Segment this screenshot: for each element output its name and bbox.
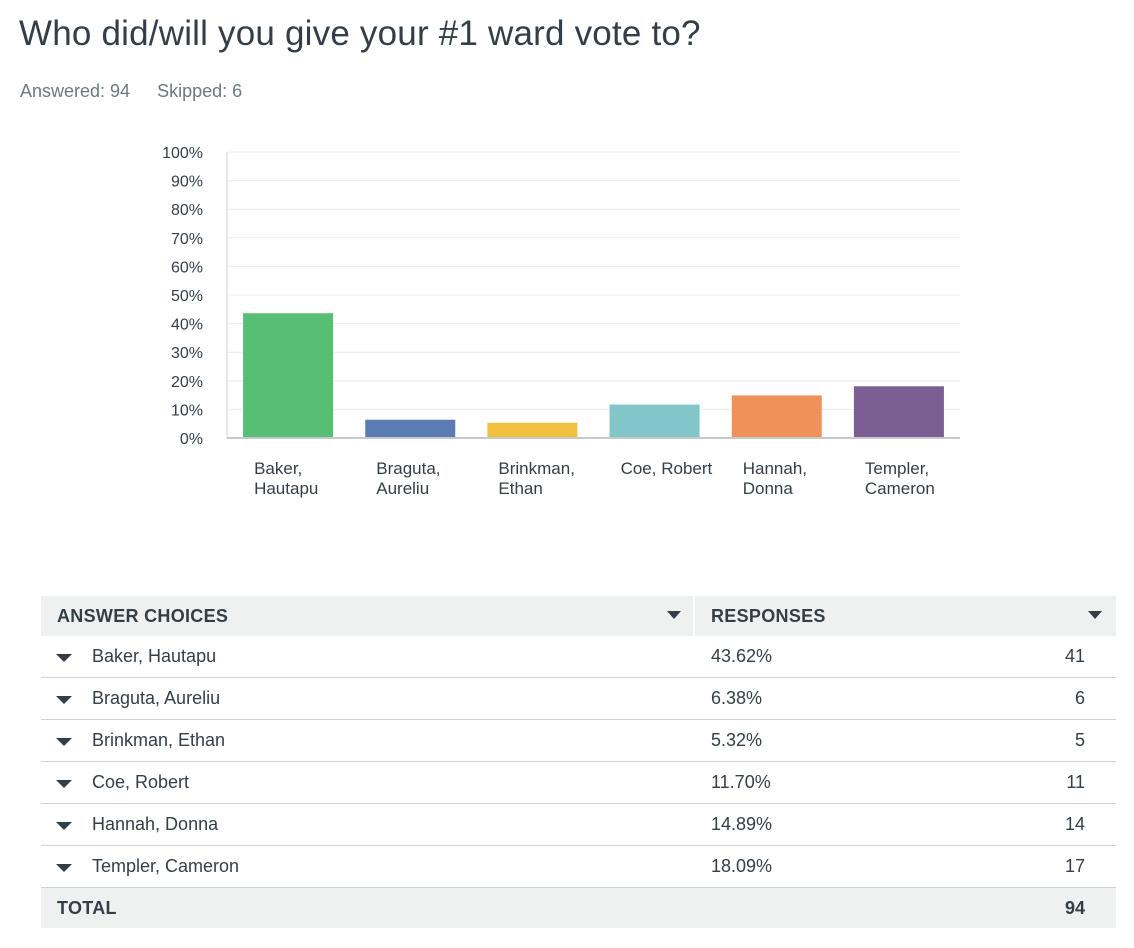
responses-header[interactable]: RESPONSES: [695, 596, 1116, 636]
x-tick-label-line: Donna: [743, 479, 794, 498]
x-tick-label-line: Aureliu: [376, 479, 429, 498]
bar: [487, 422, 578, 438]
answer-choice: Coe, Robert: [41, 772, 697, 793]
response-count: 14: [1064, 814, 1085, 834]
response-stats: Answered: 94 Skipped: 6: [20, 81, 264, 102]
table-row: Baker, Hautapu 43.62% 41: [41, 636, 1116, 678]
x-tick-label: Coe, Robert: [621, 459, 713, 478]
expand-caret-down-icon[interactable]: [56, 653, 72, 662]
x-tick-label: Brinkman, Ethan: [498, 459, 575, 498]
expand-caret-down-icon[interactable]: [56, 779, 72, 788]
table-row: Braguta, Aureliu 6.38% 6: [41, 678, 1116, 720]
x-tick-label-line: Hannah,: [743, 459, 807, 478]
x-tick-label-line: Hautapu: [254, 479, 318, 498]
y-tick-label: 20%: [171, 374, 203, 391]
response-count: 5: [1074, 730, 1085, 750]
expand-caret-down-icon[interactable]: [56, 863, 72, 872]
table-row: Coe, Robert 11.70% 11: [41, 762, 1116, 804]
y-tick-label: 30%: [171, 345, 203, 362]
x-tick-label-line: Cameron: [865, 479, 935, 498]
response-percent: 11.70%: [711, 772, 771, 792]
expand-caret-down-icon[interactable]: [56, 695, 72, 704]
answer-choice-label: Templer, Cameron: [92, 856, 240, 876]
response-percent: 5.32%: [711, 730, 763, 750]
answer-choice-label: Baker, Hautapu: [92, 646, 217, 666]
response-count: 17: [1064, 856, 1085, 876]
y-tick-label: 50%: [171, 288, 203, 305]
y-tick-label: 40%: [171, 317, 203, 334]
bar: [731, 395, 822, 438]
x-tick-label: Braguta, Aureliu: [376, 459, 440, 498]
answer-choices-label: ANSWER CHOICES: [57, 605, 229, 626]
x-tick-label: Templer, Cameron: [865, 459, 935, 498]
total-label: TOTAL: [57, 897, 117, 918]
x-tick-label-line: Braguta,: [376, 459, 440, 478]
y-tick-label: 0%: [180, 431, 203, 448]
table-row: Brinkman, Ethan 5.32% 5: [41, 720, 1116, 762]
response-percent: 18.09%: [711, 856, 773, 876]
table-body: Baker, Hautapu 43.62% 41 Braguta, Aureliu 6.…: [41, 636, 1116, 888]
response-percent: 14.89%: [711, 814, 773, 834]
bar-chart: 0%10%20%30%40%50%60%70%80%90%100%Baker, H…: [162, 145, 960, 498]
responses-label: RESPONSES: [711, 605, 826, 626]
bar: [243, 313, 334, 438]
question-title: Who did/will you give your #1 ward vote …: [19, 14, 701, 53]
answer-choice-label: Coe, Robert: [92, 772, 190, 792]
y-tick-label: 60%: [171, 259, 203, 276]
response-percent: 43.62%: [711, 646, 773, 666]
bar: [609, 404, 700, 438]
expand-caret-down-icon[interactable]: [56, 737, 72, 746]
answer-choice: Hannah, Donna: [41, 814, 697, 835]
answered-count: Answered: 94: [20, 81, 131, 101]
sort-caret-down-icon[interactable]: [1088, 611, 1102, 619]
sort-caret-down-icon[interactable]: [667, 611, 681, 619]
response-count: 41: [1064, 646, 1085, 666]
y-tick-label: 100%: [162, 145, 203, 162]
x-tick-label: Hannah, Donna: [743, 459, 807, 498]
table-header: ANSWER CHOICES RESPONSES: [41, 596, 1116, 636]
y-tick-label: 70%: [171, 231, 203, 248]
response-count: 11: [1066, 772, 1085, 792]
bar: [365, 419, 456, 438]
table-row: Hannah, Donna 14.89% 14: [41, 804, 1116, 846]
x-tick-label: Baker, Hautapu: [254, 459, 318, 498]
responses-table: ANSWER CHOICES RESPONSES Baker, Hautapu 4…: [41, 596, 1116, 928]
y-tick-label: 80%: [171, 202, 203, 219]
table-row: Templer, Cameron 18.09% 17: [41, 846, 1116, 888]
x-tick-label-line: Templer,: [865, 459, 929, 478]
x-tick-label-line: Brinkman,: [498, 459, 575, 478]
expand-caret-down-icon[interactable]: [56, 821, 72, 830]
total-value: 94: [1064, 897, 1085, 918]
table-total-row: TOTAL 94: [41, 888, 1116, 928]
bar: [853, 386, 944, 438]
answer-choice-label: Hannah, Donna: [92, 814, 219, 834]
response-count: 6: [1074, 688, 1085, 708]
answer-choice-label: Braguta, Aureliu: [92, 688, 221, 708]
x-tick-label-line: Baker,: [254, 459, 302, 478]
answer-choice: Braguta, Aureliu: [41, 688, 697, 709]
answer-choice: Baker, Hautapu: [41, 646, 697, 667]
y-tick-label: 90%: [171, 174, 203, 191]
answer-choices-header[interactable]: ANSWER CHOICES: [41, 596, 695, 636]
answer-choice-label: Brinkman, Ethan: [92, 730, 226, 750]
x-tick-label-line: Ethan: [498, 479, 542, 498]
x-tick-label-line: Coe, Robert: [621, 459, 713, 478]
answer-choice: Templer, Cameron: [41, 856, 697, 877]
y-tick-label: 10%: [171, 402, 203, 419]
response-percent: 6.38%: [711, 688, 763, 708]
skipped-count: Skipped: 6: [157, 81, 243, 101]
answer-choice: Brinkman, Ethan: [41, 730, 697, 751]
